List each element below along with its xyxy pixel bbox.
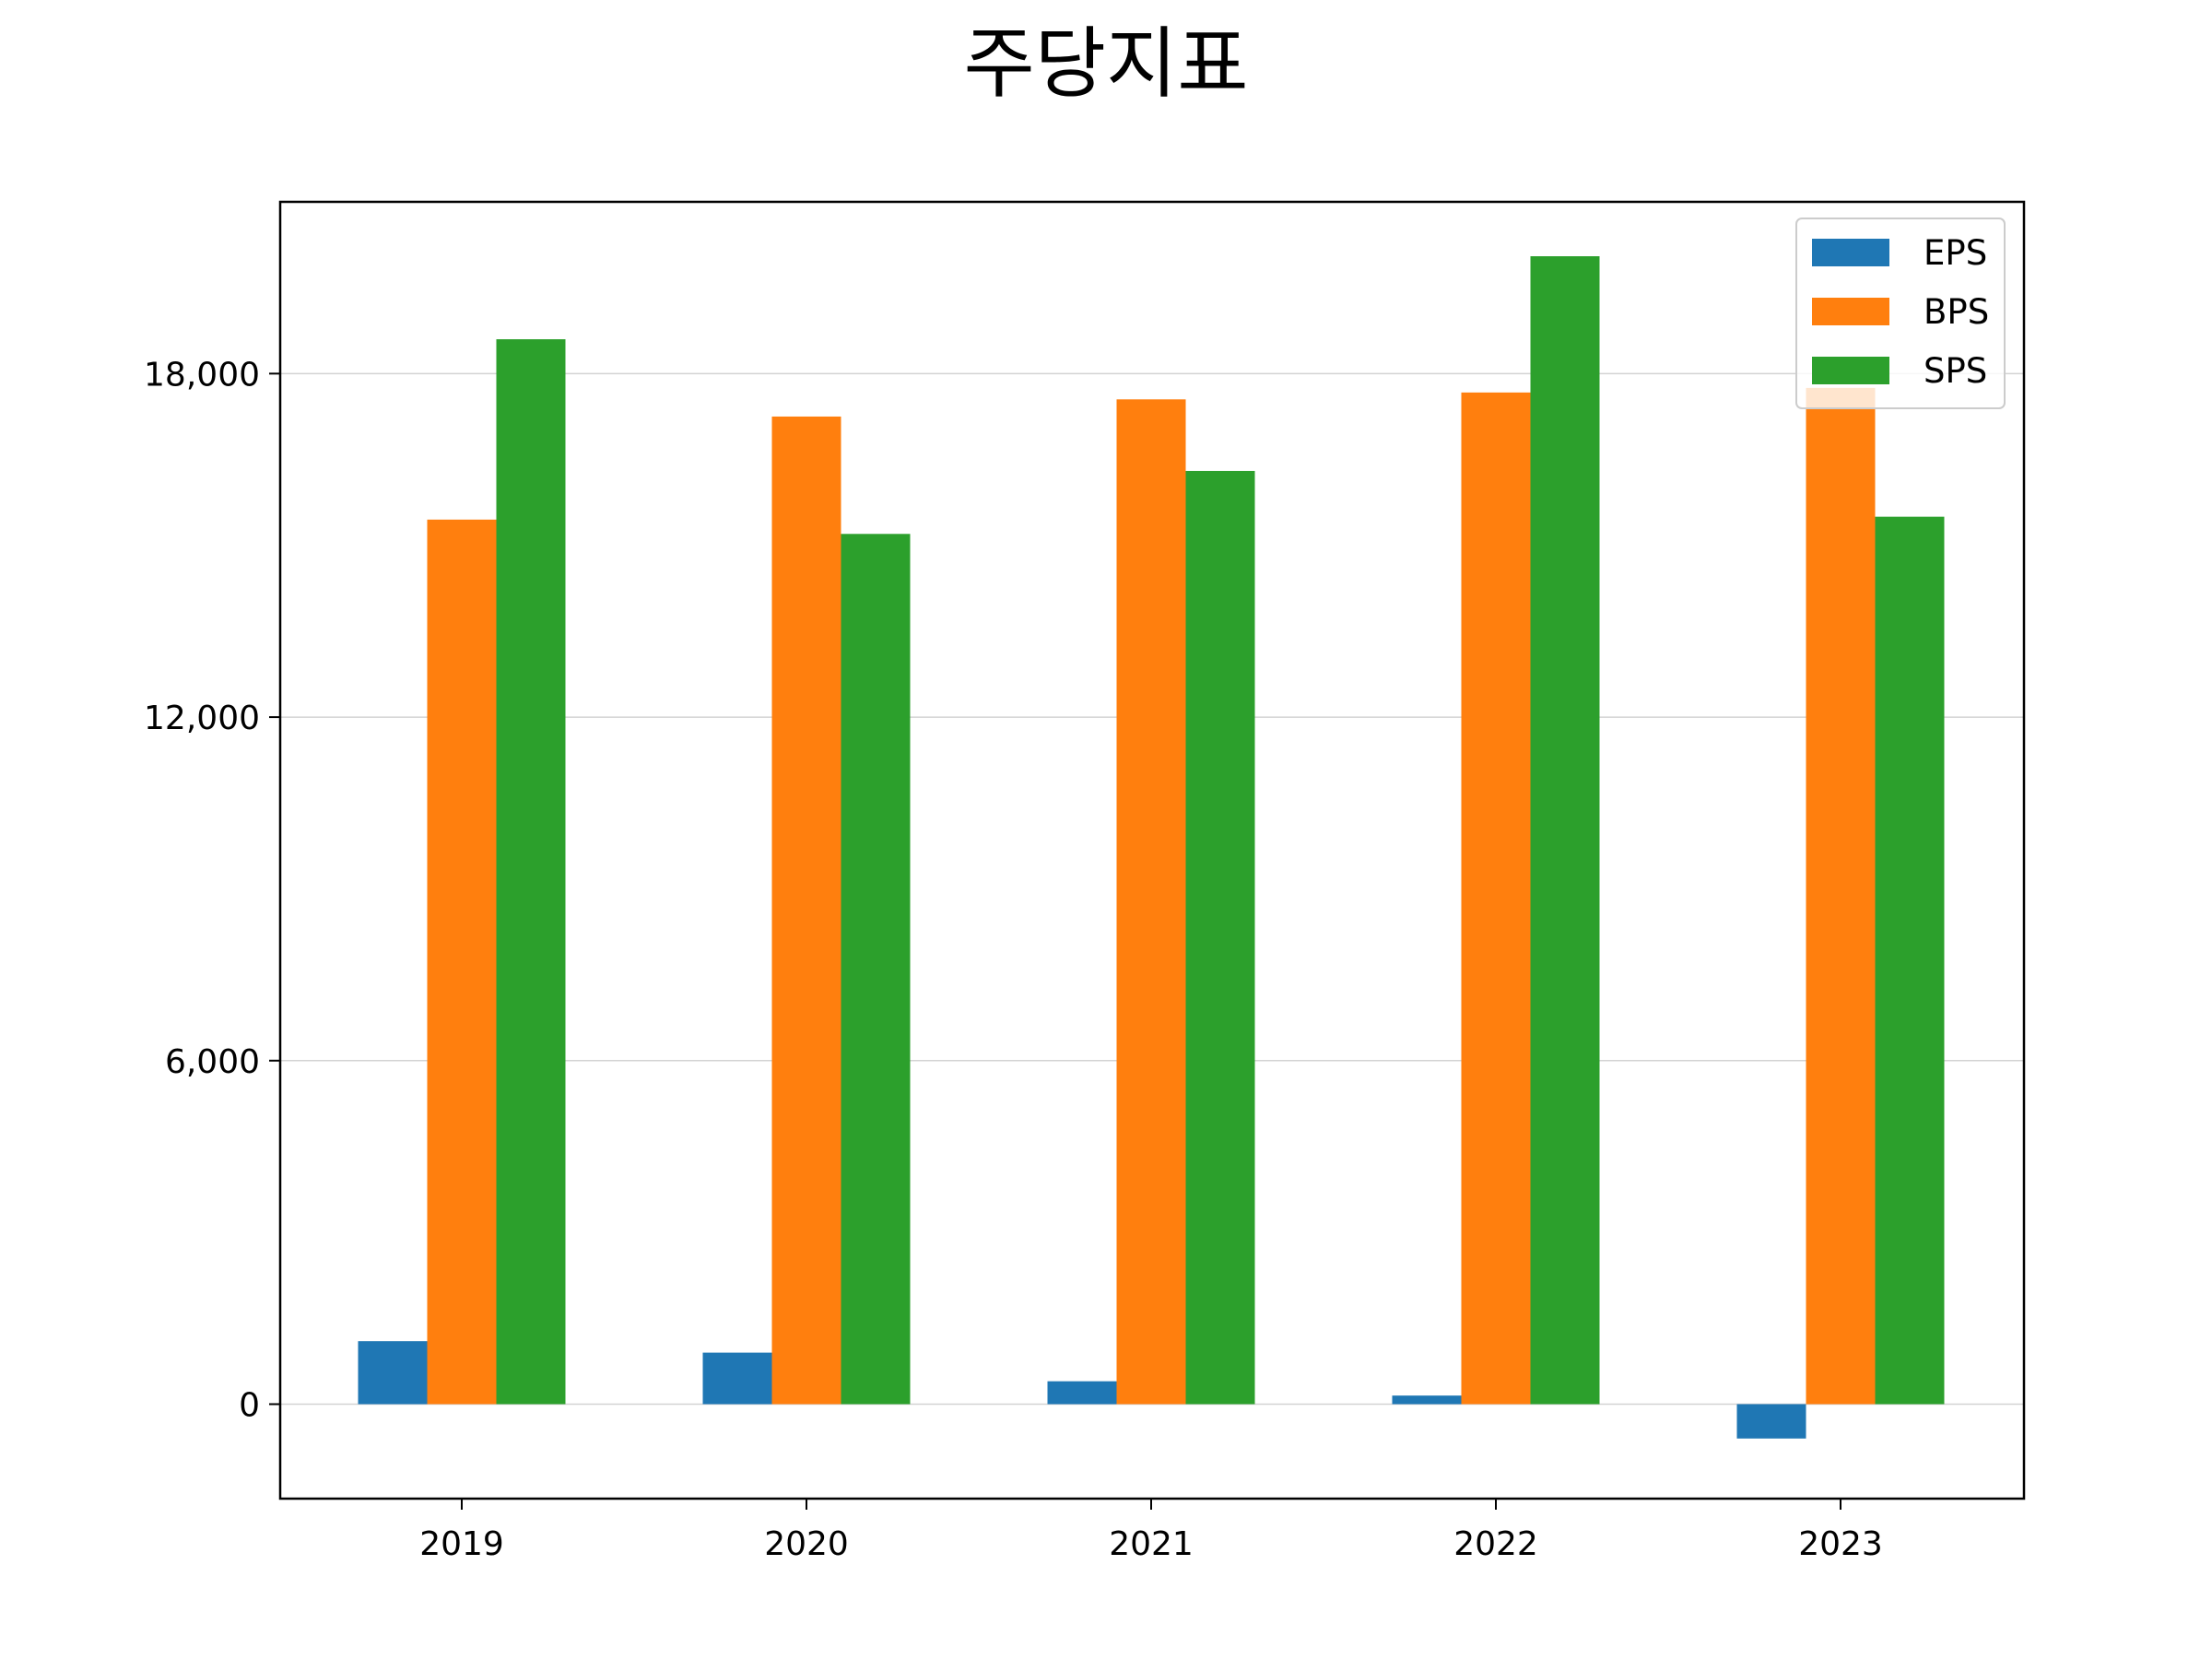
bar-bps-2019 [427,519,497,1405]
x-tick-label: 2022 [1453,1525,1538,1563]
bar-sps-2021 [1185,470,1255,1405]
legend-label-sps: SPS [1924,351,1987,391]
y-tick-label: 12,000 [144,700,260,737]
y-tick-label: 18,000 [144,356,260,394]
legend-swatch-eps [1812,239,1889,266]
bar-bps-2020 [771,416,841,1405]
bar-sps-2022 [1530,256,1600,1405]
chart-title: 주당지표 [963,18,1248,109]
x-tick-label: 2021 [1109,1525,1194,1563]
bar-bps-2023 [1806,387,1876,1405]
bar-bps-2021 [1116,399,1186,1405]
legend-swatch-sps [1812,357,1889,384]
x-tick-label: 2020 [764,1525,849,1563]
bar-eps-2023 [1736,1404,1806,1439]
x-tick-label: 2019 [419,1525,504,1563]
legend: EPS BPS SPS [1795,218,2006,409]
x-axis: 2019 2020 2021 2022 2023 [419,1499,1883,1563]
y-tick-label: 0 [239,1387,260,1425]
bars [358,256,1945,1439]
x-tick-label: 2023 [1798,1525,1883,1563]
legend-swatch-bps [1812,298,1889,325]
bar-eps-2019 [358,1341,428,1405]
bar-eps-2022 [1392,1395,1462,1405]
bar-eps-2021 [1047,1381,1117,1405]
legend-label-bps: BPS [1924,292,1989,332]
y-tick-label: 6,000 [165,1043,260,1081]
bar-sps-2019 [496,339,566,1405]
bar-bps-2022 [1461,392,1531,1405]
y-axis: 0 6,000 12,000 18,000 [144,356,280,1425]
legend-label-eps: EPS [1924,233,1987,273]
bar-sps-2023 [1875,516,1945,1405]
bar-sps-2020 [841,534,911,1405]
bar-eps-2020 [702,1352,772,1405]
